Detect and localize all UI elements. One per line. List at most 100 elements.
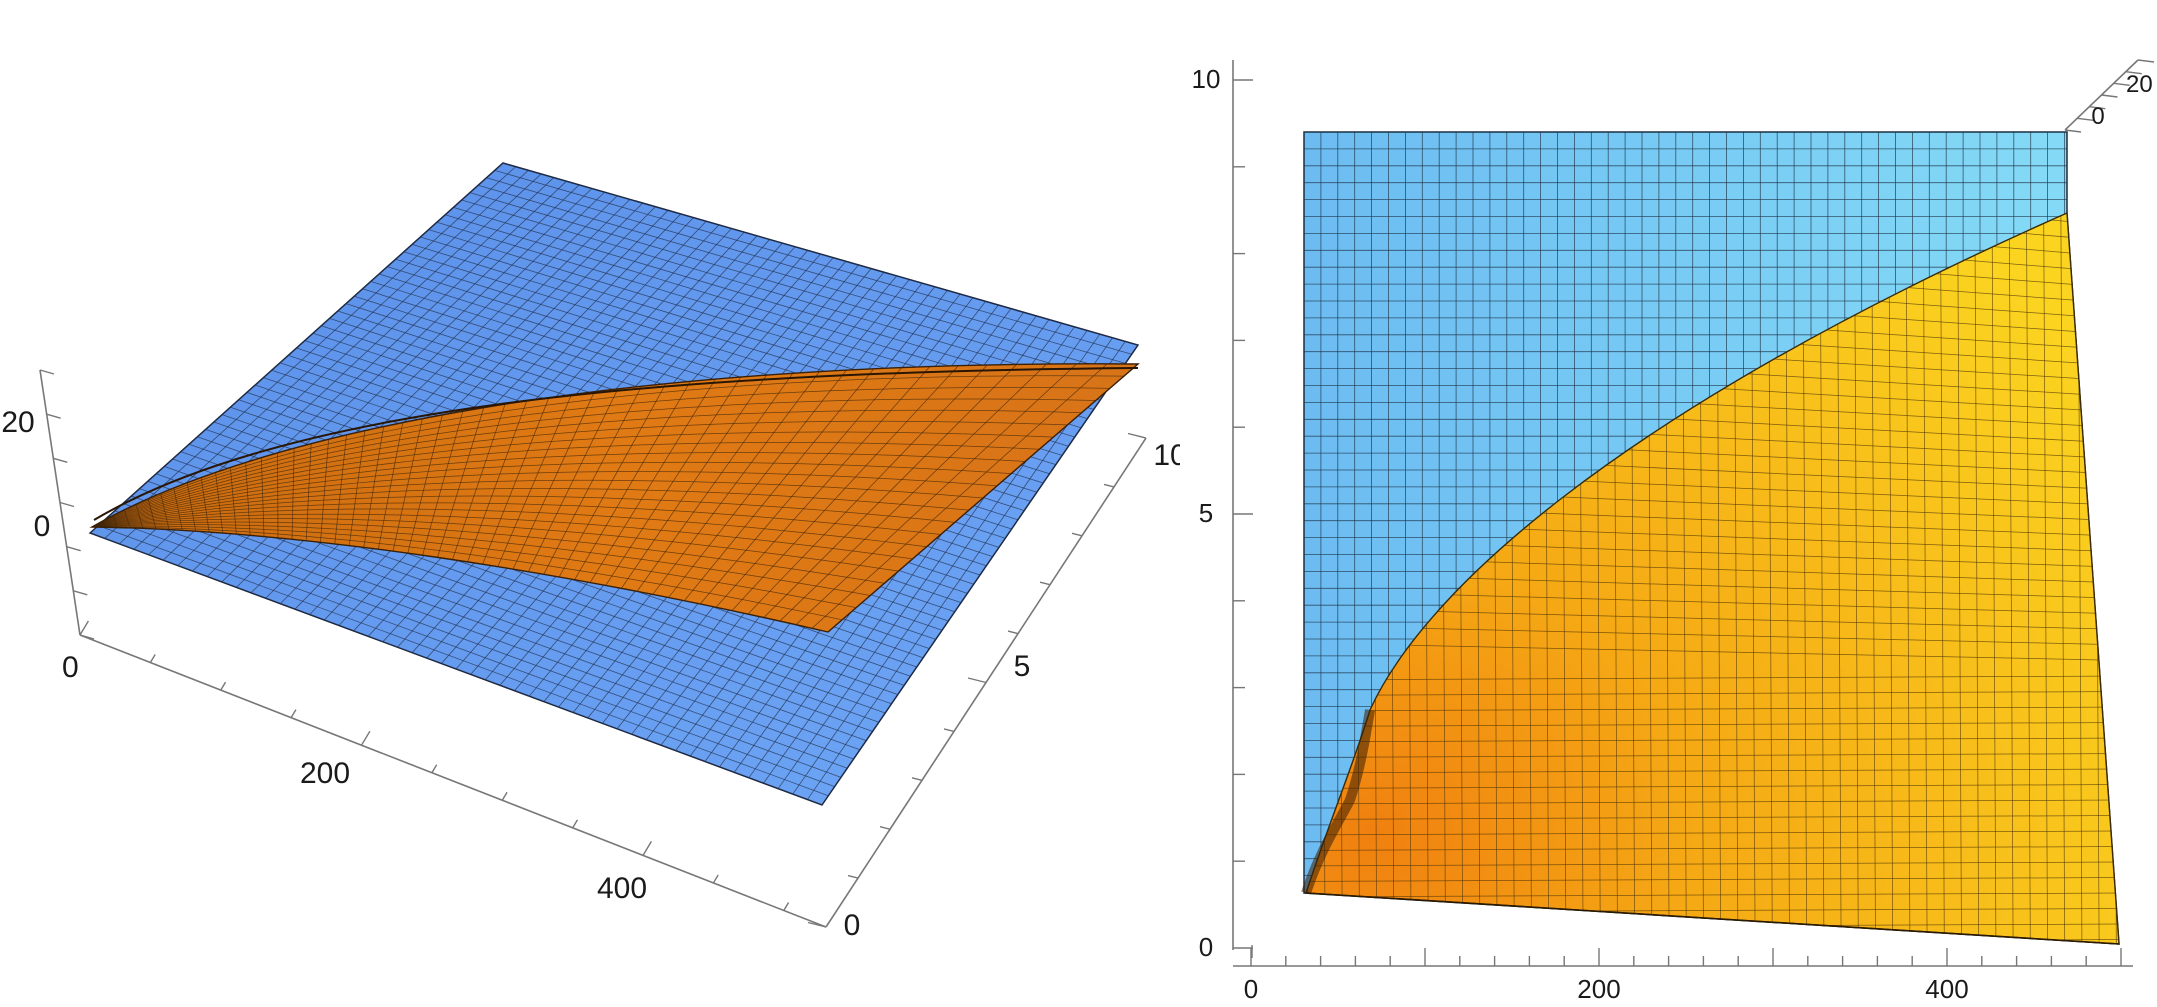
mesh-line xyxy=(292,534,307,537)
mesh-line xyxy=(733,422,758,424)
mesh-line xyxy=(544,538,562,541)
mesh-line xyxy=(419,427,440,432)
mesh-line xyxy=(1280,955,2125,959)
mesh-line xyxy=(163,501,177,506)
mesh-line xyxy=(246,471,262,477)
mesh-line xyxy=(464,467,484,470)
mesh-line xyxy=(355,497,372,499)
mesh-line xyxy=(188,484,203,490)
mesh-line xyxy=(148,496,162,502)
mesh-line xyxy=(277,493,294,496)
mesh-line xyxy=(116,524,129,526)
left-surface-plot: 0 200 400 0 5 10 0 20 xyxy=(1,162,1180,942)
mesh-line xyxy=(336,523,353,526)
left-z-tick xyxy=(66,545,81,552)
mesh-line xyxy=(865,377,893,380)
mesh-line xyxy=(804,390,831,393)
mesh-line xyxy=(162,495,176,501)
mesh-line xyxy=(446,468,465,471)
mesh-line xyxy=(339,498,356,500)
right-x-ticks xyxy=(1250,948,2122,966)
mesh-line xyxy=(308,485,325,489)
mesh-line xyxy=(516,560,533,564)
mesh-line xyxy=(1306,892,2119,898)
mesh-line xyxy=(1306,706,2119,712)
mesh-line xyxy=(1026,435,1054,438)
mesh-line xyxy=(114,517,127,522)
mesh-line xyxy=(231,481,247,486)
mesh-line xyxy=(579,505,598,508)
mesh-line xyxy=(859,565,880,569)
mesh-line xyxy=(392,472,411,475)
mesh-line xyxy=(340,487,358,490)
mesh-line xyxy=(575,430,598,433)
mesh-line xyxy=(357,481,375,484)
mesh-line xyxy=(819,463,843,466)
mesh-line xyxy=(378,456,397,460)
mesh-line xyxy=(505,457,525,460)
mesh-line xyxy=(901,503,924,507)
mesh-line xyxy=(423,489,441,491)
mesh-line xyxy=(248,511,264,513)
mesh-line xyxy=(728,394,754,397)
mesh-line xyxy=(399,520,416,523)
mesh-line xyxy=(720,502,742,505)
mesh-line xyxy=(585,561,602,565)
mesh-line xyxy=(416,439,437,444)
mesh-line xyxy=(690,543,709,547)
mesh-line xyxy=(865,579,885,584)
mesh-line xyxy=(611,516,631,519)
mesh-line xyxy=(1306,846,2119,851)
mesh-line xyxy=(570,522,589,525)
mesh-line xyxy=(1066,399,1096,401)
mesh-line xyxy=(141,521,155,524)
mesh-line xyxy=(437,430,458,435)
mesh-line xyxy=(590,552,608,556)
mesh-line xyxy=(667,490,688,492)
mesh-line xyxy=(676,586,693,591)
mesh-line xyxy=(153,519,167,522)
mesh-line xyxy=(698,533,718,536)
mesh-line xyxy=(497,525,515,528)
mesh-line xyxy=(773,565,792,570)
mesh-line xyxy=(359,464,378,468)
mesh-line xyxy=(913,467,938,470)
mesh-line xyxy=(139,513,153,517)
mesh-line xyxy=(381,531,398,534)
mesh-line xyxy=(398,526,415,529)
mesh-line xyxy=(867,513,889,517)
mesh-line xyxy=(614,436,637,438)
mesh-line xyxy=(426,476,445,479)
mesh-line xyxy=(277,452,295,458)
mesh-line xyxy=(293,487,309,491)
mesh-line xyxy=(478,184,1120,373)
mesh-line xyxy=(520,552,537,556)
left-x-axis-line xyxy=(79,634,827,928)
mesh-line xyxy=(389,490,407,493)
mesh-line xyxy=(811,380,839,383)
mesh-line xyxy=(796,400,823,403)
mesh-line xyxy=(900,455,925,457)
mesh-line xyxy=(293,491,309,495)
mesh-line xyxy=(653,443,676,445)
mesh-line xyxy=(174,488,189,495)
mesh-line xyxy=(813,545,833,549)
mesh-line xyxy=(624,526,643,529)
mesh-line xyxy=(445,529,463,532)
mesh-line xyxy=(277,460,294,465)
mesh-line xyxy=(651,408,675,411)
mesh-line xyxy=(878,567,899,572)
mesh-line xyxy=(409,477,427,480)
mesh-line xyxy=(764,552,784,556)
left-y-tick xyxy=(1103,483,1115,488)
mesh-line xyxy=(361,453,380,458)
mesh-line xyxy=(309,481,326,484)
mesh-line xyxy=(470,554,486,558)
mesh-line xyxy=(491,541,508,544)
mesh-line xyxy=(2112,213,2117,944)
mesh-line xyxy=(513,435,534,438)
mesh-line xyxy=(136,499,149,506)
mesh-line xyxy=(617,566,635,570)
mesh-line xyxy=(521,464,542,467)
mesh-line xyxy=(502,407,525,412)
